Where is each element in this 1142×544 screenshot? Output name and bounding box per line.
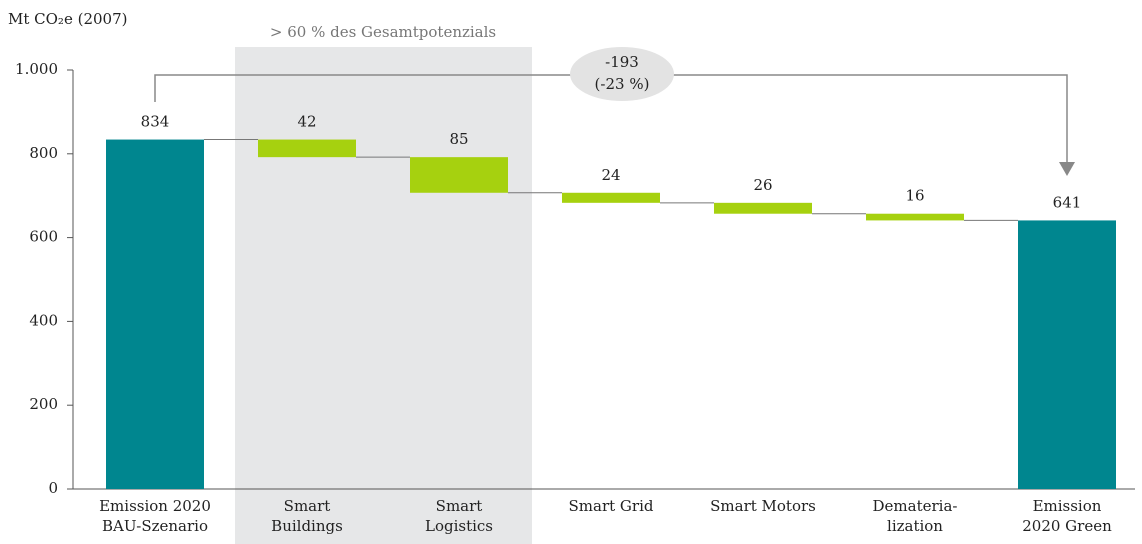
x-tick-label: Smart xyxy=(436,497,483,515)
arrow-head xyxy=(1059,162,1075,176)
bar xyxy=(866,213,964,221)
x-tick-label: BAU-Szenario xyxy=(102,517,208,535)
y-tick-label: 800 xyxy=(29,144,58,162)
highlight-label: > 60 % des Gesamtpotenzials xyxy=(270,23,496,41)
y-tick-label: 1.000 xyxy=(15,60,58,78)
data-label: 85 xyxy=(449,130,468,148)
x-tick-label: Demateria- xyxy=(873,497,958,515)
data-label: 641 xyxy=(1053,193,1082,211)
annotation-text: -193 xyxy=(605,53,639,71)
x-tick-label: Smart Motors xyxy=(710,497,816,515)
x-tick-label: Smart xyxy=(284,497,331,515)
x-tick-label: 2020 Green xyxy=(1022,517,1112,535)
x-tick-label: Emission 2020 xyxy=(99,497,211,515)
data-label: 42 xyxy=(297,113,316,131)
data-label: 16 xyxy=(905,187,924,205)
bar xyxy=(258,139,356,158)
y-tick-label: 0 xyxy=(48,479,58,497)
bar xyxy=(714,202,812,214)
data-label: 26 xyxy=(753,176,772,194)
x-tick-label: Smart Grid xyxy=(569,497,654,515)
y-tick-label: 200 xyxy=(29,395,58,413)
highlight-region xyxy=(235,47,532,544)
y-tick-label: 400 xyxy=(29,311,58,329)
x-tick-label: Buildings xyxy=(271,517,343,535)
x-tick-label: Emission xyxy=(1033,497,1102,515)
x-tick-label: Logistics xyxy=(425,517,493,535)
bar xyxy=(562,192,660,203)
bar xyxy=(106,139,204,489)
y-axis-label: Mt CO₂e (2007) xyxy=(8,10,127,28)
bar xyxy=(410,157,508,193)
annotation-text: (-23 %) xyxy=(595,75,650,93)
bar xyxy=(1018,220,1116,489)
annotation-bubble xyxy=(570,47,674,101)
data-label: 834 xyxy=(141,113,170,131)
data-label: 24 xyxy=(601,166,620,184)
y-tick-label: 600 xyxy=(29,228,58,246)
x-tick-label: lization xyxy=(887,517,943,535)
